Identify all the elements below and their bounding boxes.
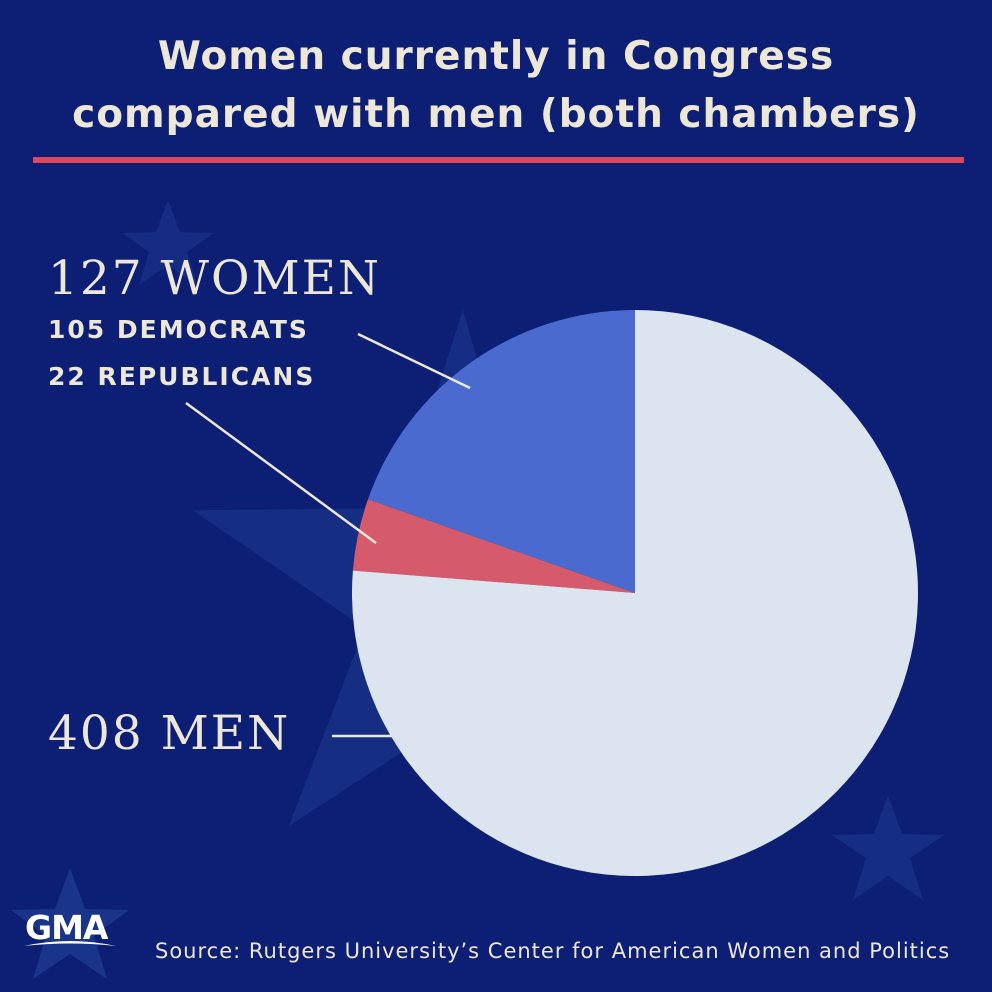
republicans-label: 22 REPUBLICANS (48, 362, 316, 391)
gma-logo: GMA (25, 908, 108, 947)
chart-title-line-1: Women currently in Congress (157, 34, 835, 79)
women-total-label: 127 WOMEN (48, 251, 382, 306)
pie-slices (352, 310, 918, 876)
small-star-bottom-right (832, 796, 944, 900)
pie-slice-men (352, 310, 918, 876)
men-total-label: 408 MEN (48, 706, 291, 761)
republicans-leader-line (185, 401, 377, 545)
gma-logo-swoosh (24, 941, 116, 946)
pie-slice-democrats (367, 310, 635, 593)
chart-title-line-2: compared with men (both chambers) (72, 92, 920, 137)
democrats-leader-line (357, 332, 471, 390)
democrats-label: 105 DEMOCRATS (48, 315, 309, 344)
pie-slice-republicans (352, 499, 635, 593)
source-note: Source: Rutgers University’s Center for … (155, 939, 951, 963)
star-logo-icon (11, 868, 129, 979)
small-star-top-left (122, 200, 214, 285)
title-divider (33, 157, 964, 163)
